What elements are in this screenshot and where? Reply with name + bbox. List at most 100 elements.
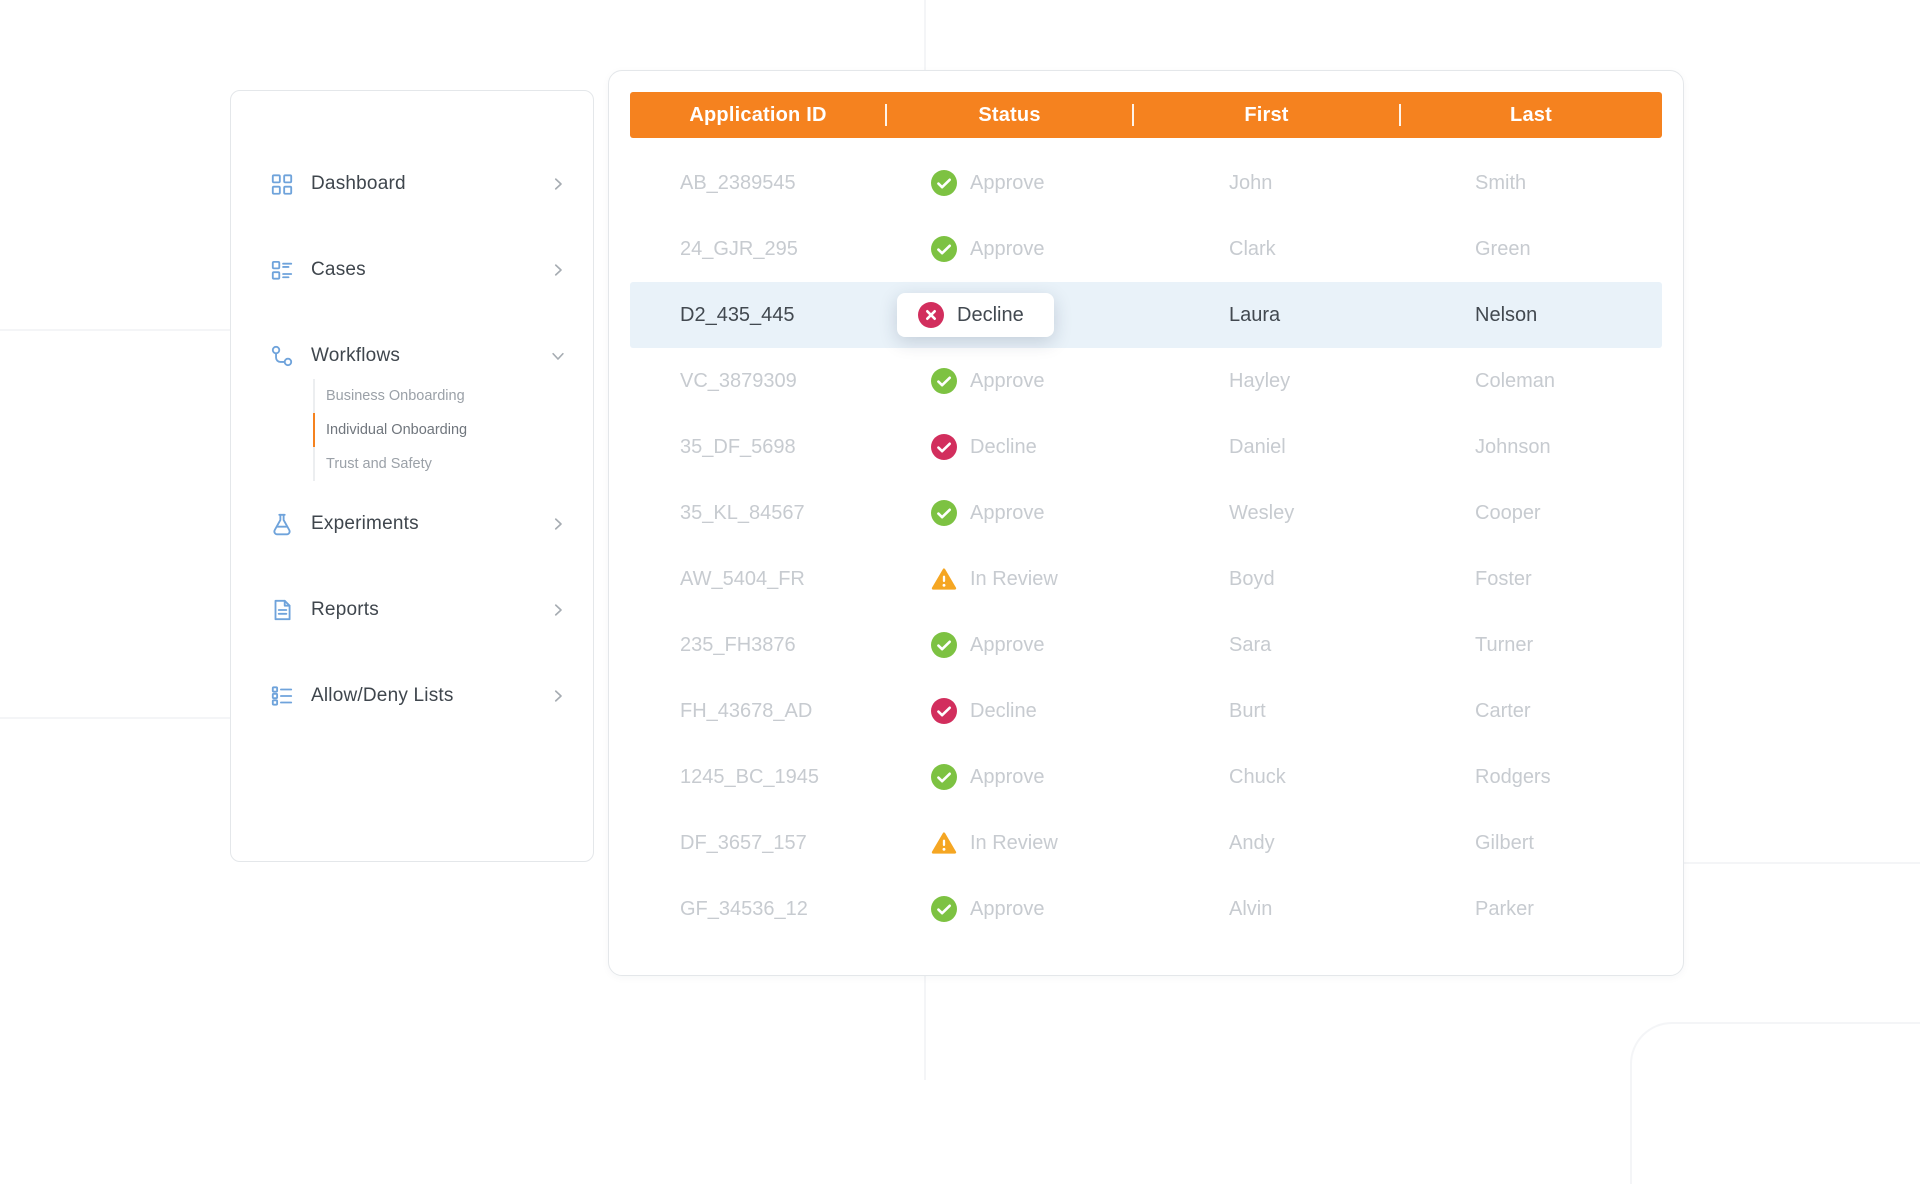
cell-application-id: FH_43678_AD xyxy=(680,699,813,722)
experiments-icon xyxy=(269,511,295,537)
status-label: Approve xyxy=(970,171,1045,194)
cell-status: Approve xyxy=(886,236,1133,262)
status-label: In Review xyxy=(970,831,1058,854)
status-label: Approve xyxy=(970,237,1045,260)
sidebar-nav: Dashboard Cases Workflows Business Onboardi… xyxy=(231,91,593,739)
status-value: In Review xyxy=(931,566,1058,592)
approve-check-icon xyxy=(931,896,957,922)
table-row[interactable]: D2_435_445 Decline Laura Nelson xyxy=(630,282,1662,348)
table-header: Application ID Status First Last xyxy=(630,92,1662,138)
table-row[interactable]: VC_3879309 Approve Hayley Coleman xyxy=(630,348,1662,414)
cell-last-name: Parker xyxy=(1475,897,1534,920)
status-label: Decline xyxy=(957,303,1024,326)
cell-last-name: Johnson xyxy=(1475,435,1551,458)
cases-icon xyxy=(269,257,295,283)
table-row[interactable]: 235_FH3876 Approve Sara Turner xyxy=(630,612,1662,678)
cell-last-name: Coleman xyxy=(1475,369,1556,392)
decline-x-icon xyxy=(918,302,944,328)
status-value: Decline xyxy=(931,698,1037,724)
chevron-right-icon xyxy=(549,601,567,619)
cell-status: Approve xyxy=(886,368,1133,394)
approve-check-icon xyxy=(931,368,957,394)
cell-application-id: 1245_BC_1945 xyxy=(680,765,820,788)
sidebar-item-workflows[interactable]: Workflows xyxy=(269,313,567,399)
cell-first-name: Laura xyxy=(1229,303,1281,326)
status-label: In Review xyxy=(970,567,1058,590)
cell-application-id: AB_2389545 xyxy=(680,171,796,194)
table-row[interactable]: FH_43678_AD Decline Burt Carter xyxy=(630,678,1662,744)
cell-first-name: Burt xyxy=(1229,699,1266,722)
sidebar-item-cases[interactable]: Cases xyxy=(269,227,567,313)
sidebar-sublist-workflows: Business Onboarding Individual Onboarding… xyxy=(313,379,567,481)
cell-last-name: Cooper xyxy=(1475,501,1541,524)
applications-table-card: Application ID Status First Last AB_2389… xyxy=(608,70,1684,976)
cell-first-name: Sara xyxy=(1229,633,1272,656)
status-value: Approve xyxy=(931,632,1045,658)
background-decoration-line xyxy=(0,329,230,331)
sidebar-subitem-trust-and-safety[interactable]: Trust and Safety xyxy=(313,447,567,481)
cell-application-id: AW_5404_FR xyxy=(680,567,805,590)
cell-status: In Review xyxy=(886,830,1133,856)
column-header-application-id[interactable]: Application ID xyxy=(630,104,886,127)
table-row[interactable]: DF_3657_157 In Review Andy Gilbert xyxy=(630,810,1662,876)
cell-status: Approve xyxy=(886,632,1133,658)
cell-status: Decline xyxy=(886,293,1133,337)
status-value: Approve xyxy=(931,236,1045,262)
table-row[interactable]: 35_DF_5698 Decline Daniel Johnson xyxy=(630,414,1662,480)
in-review-warning-icon xyxy=(931,830,957,856)
sidebar-subitem-business-onboarding[interactable]: Business Onboarding xyxy=(313,379,567,413)
sidebar-subitem-individual-onboarding[interactable]: Individual Onboarding xyxy=(313,413,567,447)
status-label: Approve xyxy=(970,633,1045,656)
cell-application-id: DF_3657_157 xyxy=(680,831,807,854)
approve-check-icon xyxy=(931,236,957,262)
cell-status: Approve xyxy=(886,896,1133,922)
sidebar-item-allow-deny-lists[interactable]: Allow/Deny Lists xyxy=(269,653,567,739)
status-value: Approve xyxy=(931,764,1045,790)
column-header-status[interactable]: Status xyxy=(886,104,1133,127)
cell-first-name: Wesley xyxy=(1229,501,1295,524)
approve-check-icon xyxy=(931,170,957,196)
sidebar: Dashboard Cases Workflows Business Onboardi… xyxy=(230,90,594,862)
dashboard-icon xyxy=(269,171,295,197)
cell-last-name: Smith xyxy=(1475,171,1527,194)
table-row[interactable]: 1245_BC_1945 Approve Chuck Rodgers xyxy=(630,744,1662,810)
sidebar-item-label: Experiments xyxy=(311,513,419,534)
sidebar-item-label: Reports xyxy=(311,599,379,620)
cell-application-id: 35_KL_84567 xyxy=(680,501,805,524)
approve-check-icon xyxy=(931,764,957,790)
allow-deny-icon xyxy=(269,683,295,709)
sidebar-item-reports[interactable]: Reports xyxy=(269,567,567,653)
cell-first-name: Daniel xyxy=(1229,435,1286,458)
status-pill[interactable]: Decline xyxy=(897,293,1054,337)
table-row[interactable]: 35_KL_84567 Approve Wesley Cooper xyxy=(630,480,1662,546)
cell-first-name: John xyxy=(1229,171,1273,194)
table-row[interactable]: 24_GJR_295 Approve Clark Green xyxy=(630,216,1662,282)
cell-application-id: VC_3879309 xyxy=(680,369,797,392)
sidebar-item-experiments[interactable]: Experiments xyxy=(269,481,567,567)
cell-first-name: Boyd xyxy=(1229,567,1275,590)
cell-application-id: 235_FH3876 xyxy=(680,633,796,656)
approve-check-icon xyxy=(931,632,957,658)
table-row[interactable]: AW_5404_FR In Review Boyd Foster xyxy=(630,546,1662,612)
chevron-right-icon xyxy=(549,515,567,533)
cell-last-name: Foster xyxy=(1475,567,1532,590)
status-label: Decline xyxy=(970,435,1037,458)
status-value: Decline xyxy=(931,434,1037,460)
table-row[interactable]: AB_2389545 Approve John Smith xyxy=(630,150,1662,216)
cell-first-name: Andy xyxy=(1229,831,1275,854)
cell-last-name: Turner xyxy=(1475,633,1534,656)
table-body: AB_2389545 Approve John Smith 24_GJR_295 Appr… xyxy=(630,150,1662,942)
cell-status: Decline xyxy=(886,434,1133,460)
cell-last-name: Gilbert xyxy=(1475,831,1534,854)
column-header-first[interactable]: First xyxy=(1133,104,1400,127)
table-row[interactable]: GF_34536_12 Approve Alvin Parker xyxy=(630,876,1662,942)
status-value: Approve xyxy=(931,500,1045,526)
chevron-right-icon xyxy=(549,687,567,705)
column-header-last[interactable]: Last xyxy=(1510,103,1552,126)
status-label: Approve xyxy=(970,897,1045,920)
status-value: Approve xyxy=(931,170,1045,196)
cell-application-id: D2_435_445 xyxy=(680,303,795,326)
sidebar-item-dashboard[interactable]: Dashboard xyxy=(269,141,567,227)
chevron-down-icon xyxy=(549,347,567,365)
cell-last-name: Rodgers xyxy=(1475,765,1551,788)
